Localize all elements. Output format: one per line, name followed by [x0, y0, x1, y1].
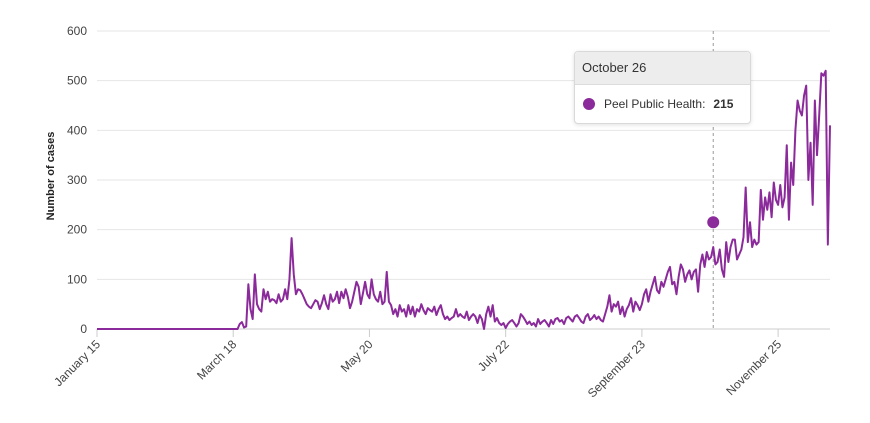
y-tick-label: 400	[67, 123, 87, 137]
y-tick-label: 200	[67, 223, 87, 237]
y-tick-label: 600	[67, 24, 87, 38]
tooltip-series-name: Peel Public Health:	[604, 97, 706, 111]
y-tick-label: 500	[67, 74, 87, 88]
x-tick-label: January 15	[51, 337, 103, 389]
x-tick-label: November 25	[723, 337, 784, 398]
gridlines	[97, 30, 830, 330]
tooltip-value: 215	[713, 97, 734, 111]
hover-point-marker[interactable]	[707, 216, 720, 229]
series-line-peel-public-health[interactable]	[97, 69, 831, 330]
series-color-dot-icon	[583, 98, 595, 110]
y-axis: 0 100 200 300 400 500 600	[67, 24, 87, 336]
x-tick-label: July 22	[475, 337, 512, 374]
y-tick-label: 0	[80, 322, 87, 336]
x-tick-label: September 23	[585, 337, 648, 400]
x-tick-label: March 18	[194, 337, 240, 383]
x-axis: January 15 March 18 May 20 July 22 September…	[51, 328, 830, 400]
tooltip: October 26 Peel Public Health: 215	[574, 51, 751, 124]
tooltip-row: Peel Public Health: 215	[575, 85, 750, 123]
y-tick-label: 300	[67, 173, 87, 187]
y-tick-label: 100	[67, 272, 87, 286]
x-tick-label: May 20	[338, 337, 376, 375]
y-axis-label: Number of cases	[45, 132, 57, 221]
tooltip-date: October 26	[575, 52, 750, 85]
